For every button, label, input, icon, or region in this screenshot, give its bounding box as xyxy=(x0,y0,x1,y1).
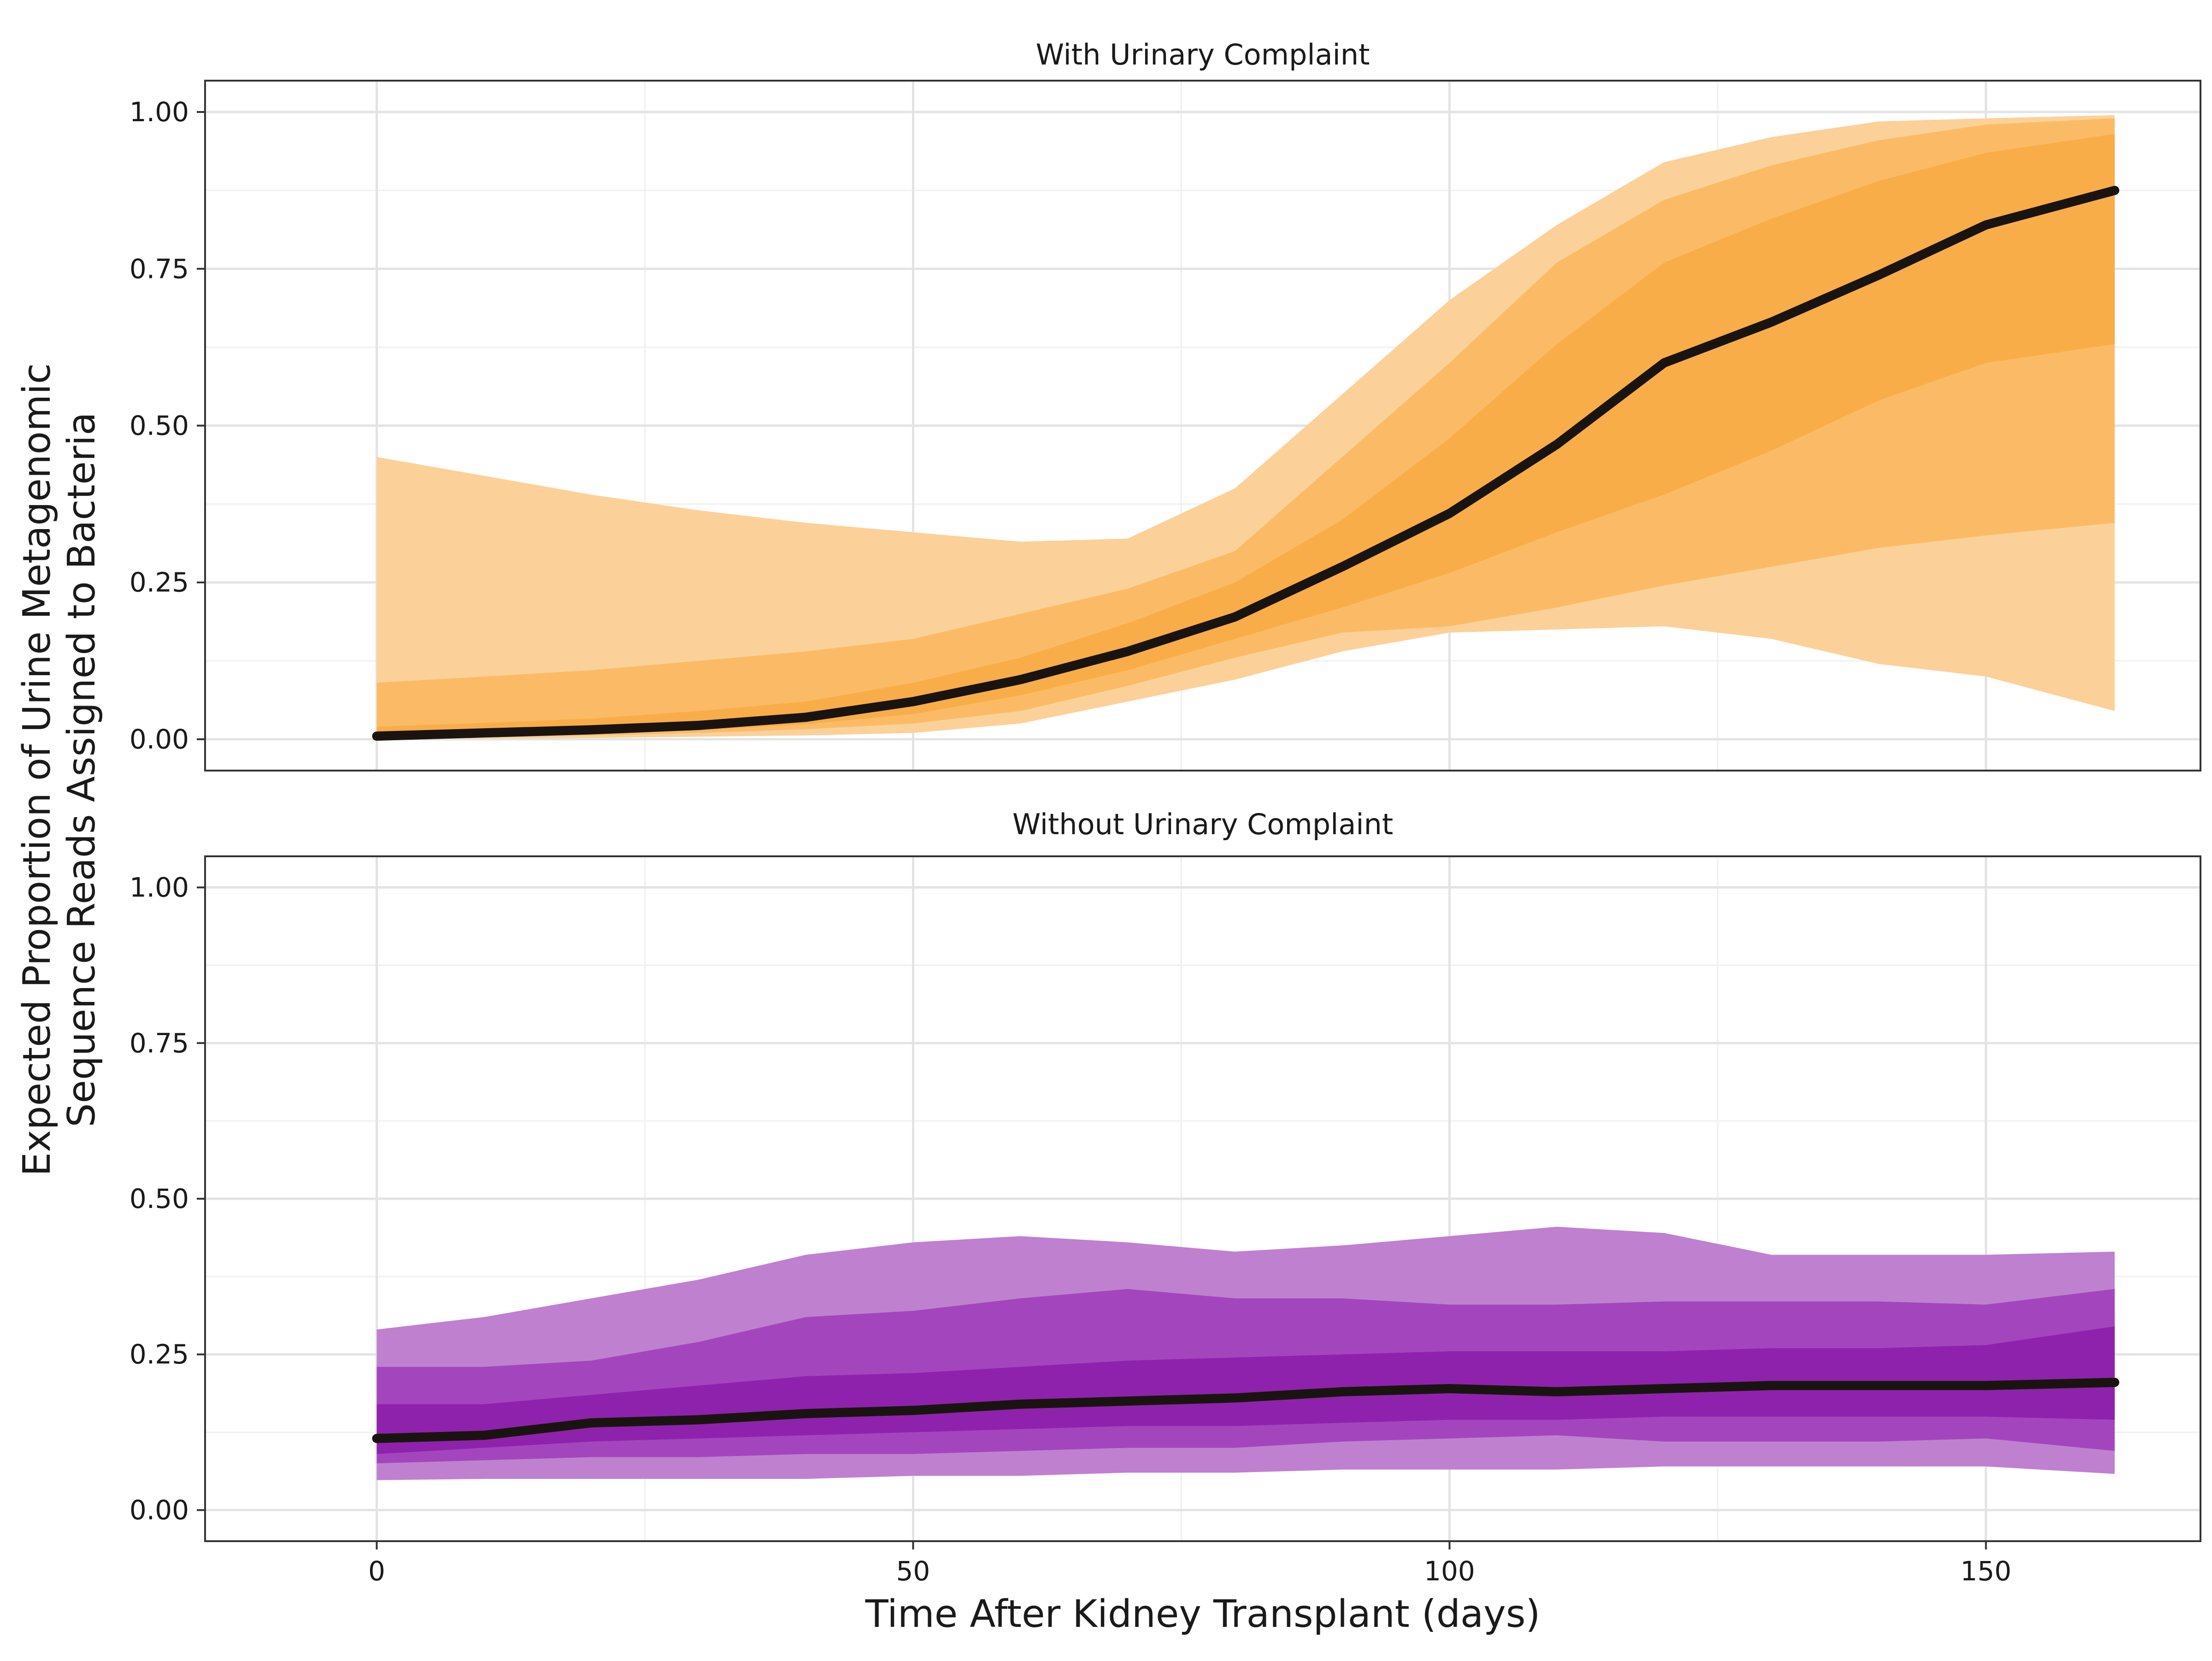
panel-with-urinary-complaint: With Urinary Complaint 0.00 0.25 0.50 0.75 1… xyxy=(129,38,2201,772)
y-tick-label: 0.50 xyxy=(129,410,189,442)
y-axis-title-group: Expected Proportion of Urine Metagenomic… xyxy=(15,363,104,1176)
y-tick-label: 0.00 xyxy=(129,1494,189,1526)
panel-without-urinary-complaint: Without Urinary Complaint 0.00 0.25 0.50 0.… xyxy=(129,807,2201,1542)
y-tick-label: 0.25 xyxy=(129,567,189,598)
y-tick-label: 1.00 xyxy=(129,872,189,903)
y-axis-title-line-2: Sequence Reads Assigned to Bacteria xyxy=(60,412,104,1127)
y-axis-title-line-1: Expected Proportion of Urine Metagenomic xyxy=(15,363,59,1176)
y-tick-label: 0.00 xyxy=(129,724,189,755)
x-tick-label: 100 xyxy=(1424,1555,1475,1587)
x-tick-label: 150 xyxy=(1960,1555,2012,1587)
y-tick-label: 0.25 xyxy=(129,1339,189,1370)
x-tick-label: 0 xyxy=(368,1555,385,1587)
x-axis-title: Time After Kidney Transplant (days) xyxy=(865,1592,1541,1636)
x-axis: 0 50 100 150 xyxy=(368,1541,2012,1587)
panel-title-with-urinary-complaint: With Urinary Complaint xyxy=(1036,38,1370,71)
x-tick-label: 50 xyxy=(896,1555,930,1587)
y-tick-label: 0.75 xyxy=(129,253,189,284)
y-tick-label: 1.00 xyxy=(129,96,189,128)
band-inner xyxy=(377,134,2115,739)
y-tick-label: 0.50 xyxy=(129,1183,189,1214)
band-inner xyxy=(377,1326,2115,1454)
y-tick-label: 0.75 xyxy=(129,1027,189,1059)
median-line xyxy=(372,1378,2119,1443)
panel-title-without-urinary-complaint: Without Urinary Complaint xyxy=(1012,807,1393,841)
median-line xyxy=(372,186,2119,741)
